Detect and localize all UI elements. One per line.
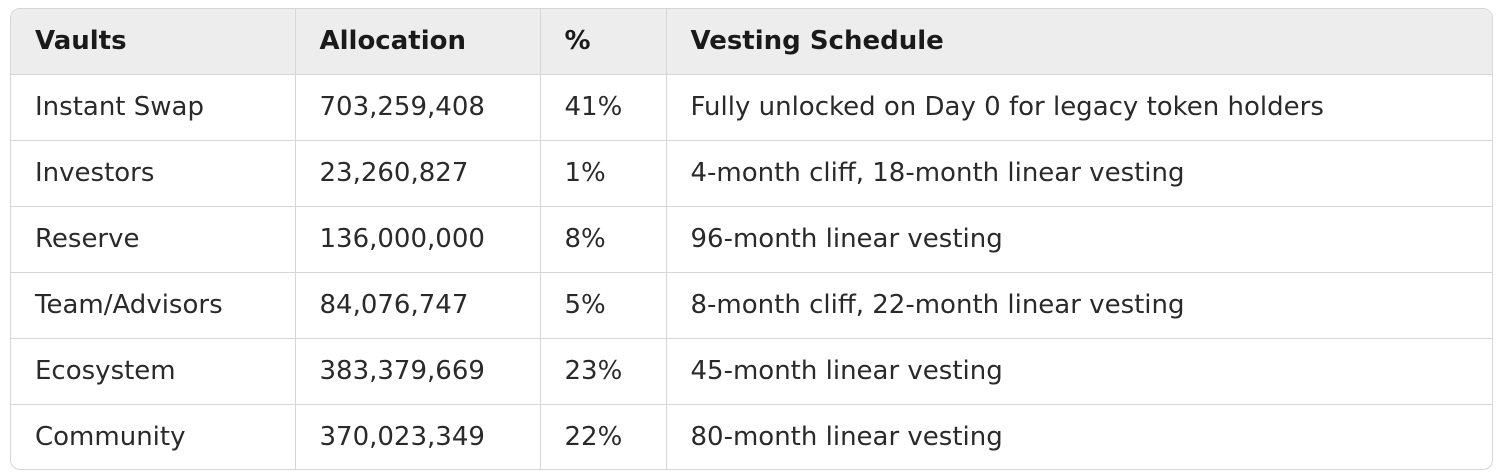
table-row: Ecosystem 383,379,669 23% 45-month linea… <box>11 338 1492 405</box>
cell-vesting-schedule: 96-month linear vesting <box>666 206 1492 273</box>
table-row: Reserve 136,000,000 8% 96-month linear v… <box>11 206 1492 273</box>
cell-vault: Team/Advisors <box>11 272 296 339</box>
table-row: Instant Swap 703,259,408 41% Fully unloc… <box>11 74 1492 141</box>
cell-vesting-schedule: 45-month linear vesting <box>666 338 1492 405</box>
cell-allocation: 136,000,000 <box>295 206 541 273</box>
cell-percent: 22% <box>540 404 667 469</box>
table-header: Vaults Allocation % Vesting Schedule <box>11 9 1492 75</box>
cell-vault: Reserve <box>11 206 296 273</box>
cell-allocation: 370,023,349 <box>295 404 541 469</box>
cell-percent: 1% <box>540 140 667 207</box>
table-row: Team/Advisors 84,076,747 5% 8-month clif… <box>11 272 1492 339</box>
cell-allocation: 23,260,827 <box>295 140 541 207</box>
cell-vault: Community <box>11 404 296 469</box>
cell-allocation: 383,379,669 <box>295 338 541 405</box>
cell-vault: Ecosystem <box>11 338 296 405</box>
header-percent: % <box>540 9 667 75</box>
cell-vesting-schedule: 80-month linear vesting <box>690 422 1003 453</box>
cell-percent: 41% <box>540 74 667 141</box>
table-body: Instant Swap 703,259,408 41% Fully unloc… <box>11 74 1492 469</box>
allocation-table: Vaults Allocation % Vesting Schedule Ins… <box>11 9 1492 469</box>
cell-allocation: 84,076,747 <box>295 272 541 339</box>
table-row: Community 370,023,349 22% 80-month linea… <box>11 404 1492 469</box>
cell-vault: Investors <box>11 140 296 207</box>
cell-percent: 5% <box>540 272 667 339</box>
header-allocation: Allocation <box>295 9 541 75</box>
cell-vault: Instant Swap <box>11 74 296 141</box>
cell-allocation: 703,259,408 <box>295 74 541 141</box>
header-vesting-schedule: Vesting Schedule <box>666 9 1492 75</box>
cell-vesting-schedule: 8-month cliff, 22-month linear vesting <box>666 272 1492 339</box>
cell-vesting-schedule: 4-month cliff, 18-month linear vesting <box>666 140 1492 207</box>
cell-percent: 23% <box>540 338 667 405</box>
header-row: Vaults Allocation % Vesting Schedule <box>11 9 1492 75</box>
header-vaults: Vaults <box>11 9 296 75</box>
cell-percent: 8% <box>540 206 667 273</box>
cell-vesting-schedule: Fully unlocked on Day 0 for legacy token… <box>666 74 1492 141</box>
table-row: Investors 23,260,827 1% 4-month cliff, 1… <box>11 140 1492 207</box>
allocation-table-container: Vaults Allocation % Vesting Schedule Ins… <box>10 8 1493 470</box>
